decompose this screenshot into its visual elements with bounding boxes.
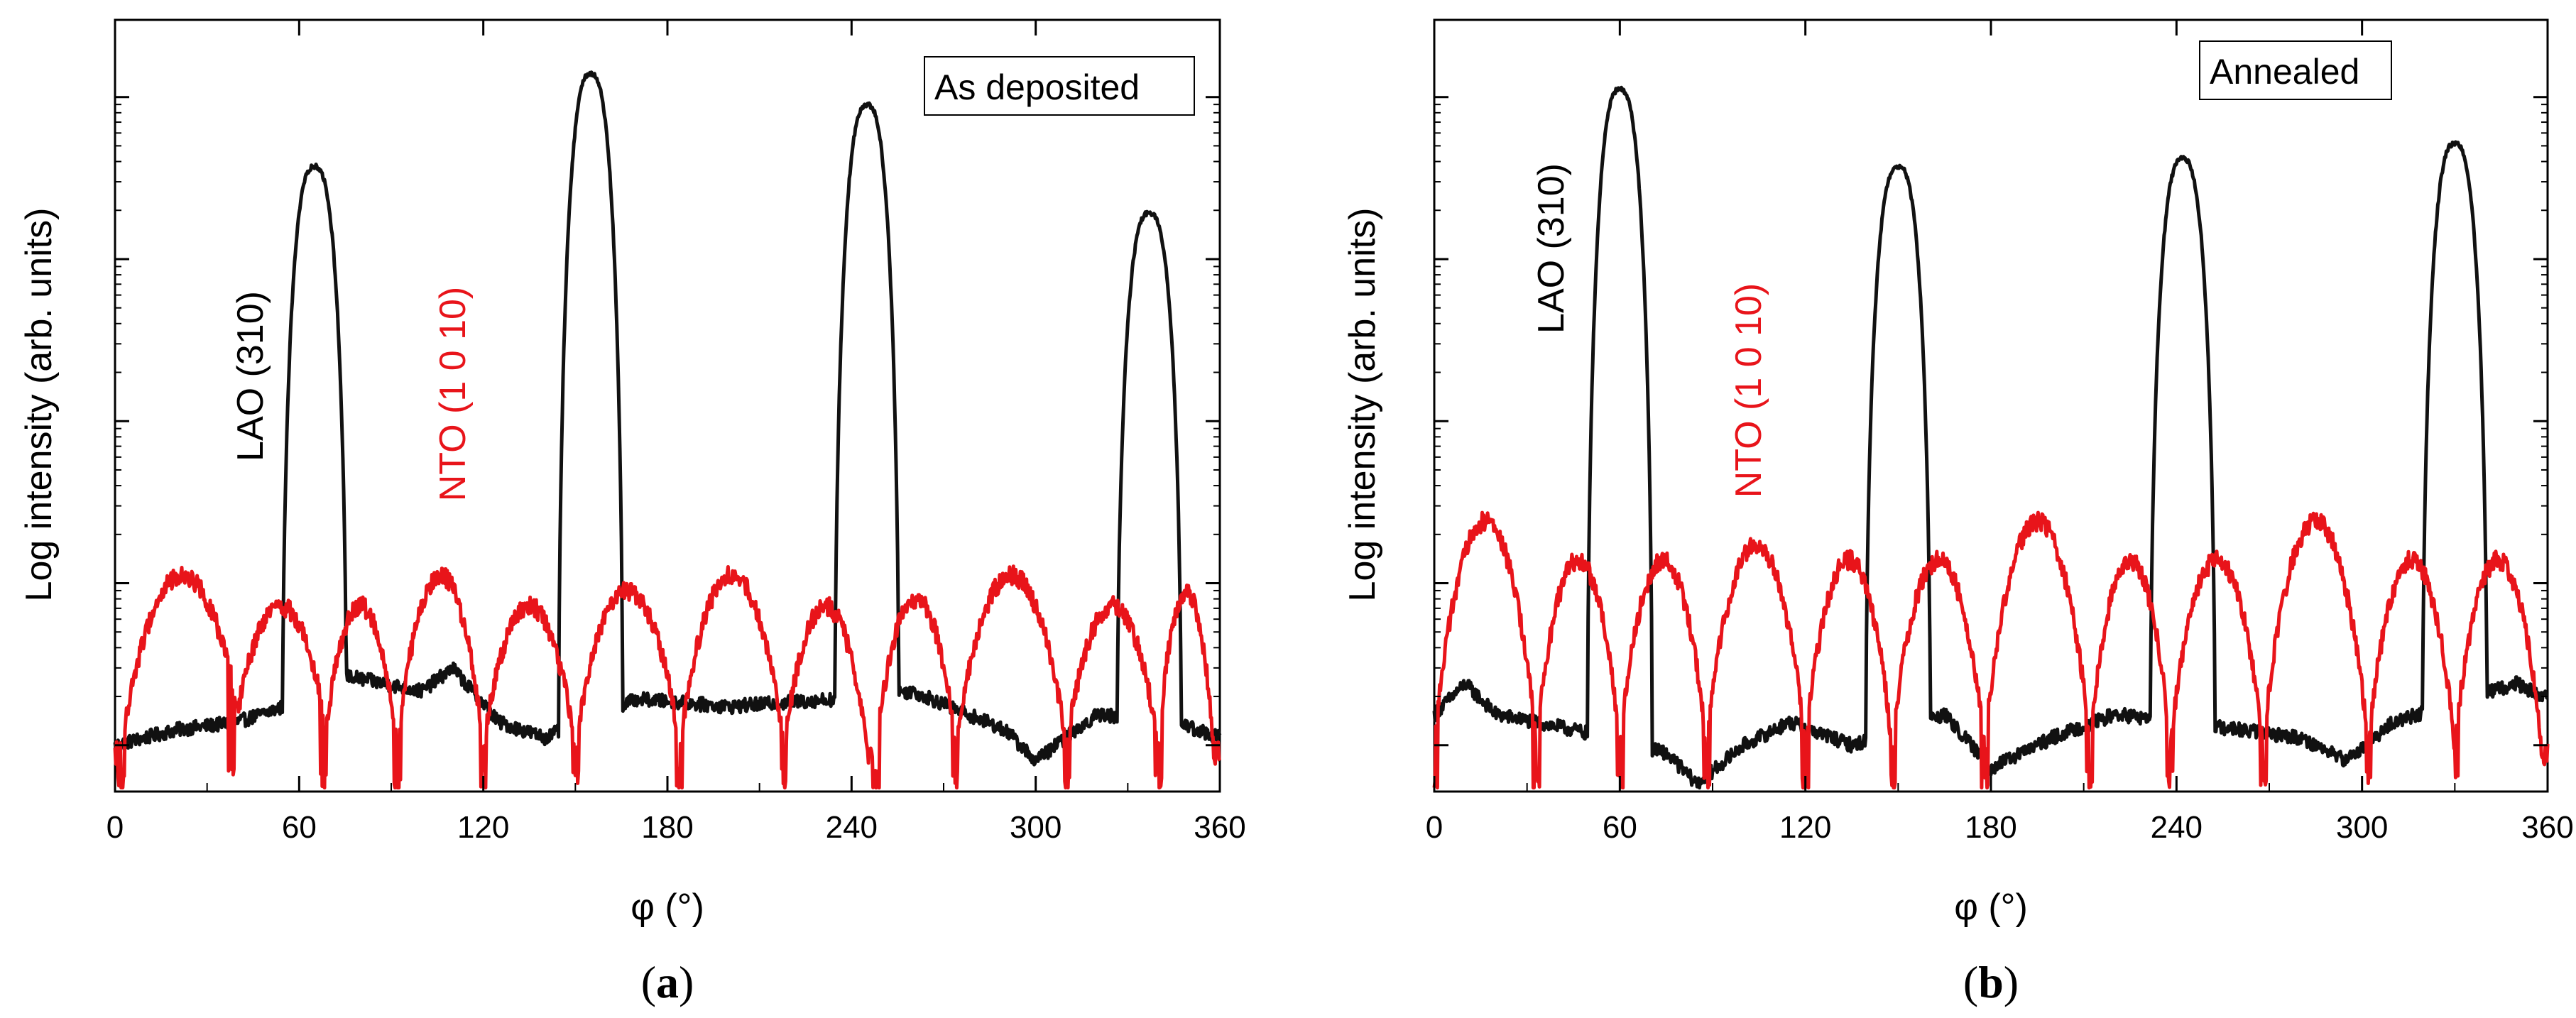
x-axis-label: φ (°)	[631, 887, 704, 928]
series-group	[1432, 85, 2550, 790]
x-tick-label: 360	[1194, 810, 1245, 845]
x-axis-ticks: 0 60 120 180 240 300 360	[1426, 20, 2574, 845]
x-tick-label: 180	[641, 810, 693, 845]
x-tick-label: 60	[282, 810, 317, 845]
x-tick-label: 240	[2151, 810, 2203, 845]
plot-frame	[1433, 18, 2549, 793]
panel-label: b	[1978, 957, 2004, 1007]
y-axis-label: Log intensity (arb. units)	[18, 208, 60, 602]
x-axis-label: φ (°)	[1954, 887, 2028, 928]
x-tick-label: 300	[2336, 810, 2388, 845]
panel-caption: (a)	[641, 957, 694, 1007]
x-tick-label: 360	[2521, 810, 2573, 845]
y-axis-ticks	[1434, 96, 2548, 747]
annotation-nto: NTO (1 0 10)	[1728, 283, 1769, 498]
series-line-nto	[113, 564, 1222, 790]
y-axis-ticks	[115, 96, 1220, 747]
legend-box: As deposited	[924, 56, 1195, 116]
x-tick-label: 120	[1779, 810, 1831, 845]
legend-box: Annealed	[2199, 40, 2392, 100]
series-group	[113, 70, 1222, 790]
panel-a: 0 60 120 180 240 300 360 φ (°) Log intensity (…	[18, 18, 1246, 1007]
panel-caption: (b)	[1963, 957, 2019, 1007]
legend-text: Annealed	[2210, 52, 2359, 92]
series-line-lao	[1432, 85, 2549, 790]
panel-label: a	[656, 957, 679, 1007]
x-tick-label: 60	[1603, 810, 1637, 845]
y-axis-label: Log intensity (arb. units)	[1342, 208, 1383, 602]
x-tick-label: 120	[457, 810, 509, 845]
x-tick-label: 0	[107, 810, 124, 845]
x-tick-label: 0	[1426, 810, 1443, 845]
annotation-nto: NTO (1 0 10)	[432, 287, 474, 501]
annotation-lao: LAO (310)	[1531, 163, 1572, 334]
x-tick-label: 180	[1965, 810, 2016, 845]
x-axis-ticks: 0 60 120 180 240 300 360	[107, 20, 1246, 845]
legend-text: As deposited	[934, 67, 1140, 107]
panel-b: 0 60 120 180 240 300 360 φ (°) Log intensity (…	[1342, 18, 2574, 1007]
x-tick-label: 300	[1010, 810, 1061, 845]
series-line-nto	[1432, 510, 2550, 790]
series-line-lao	[113, 70, 1222, 767]
annotation-lao: LAO (310)	[230, 291, 271, 461]
svg-text:(b): (b)	[1963, 957, 2019, 1007]
svg-text:(a): (a)	[641, 957, 694, 1007]
x-tick-label: 240	[826, 810, 878, 845]
